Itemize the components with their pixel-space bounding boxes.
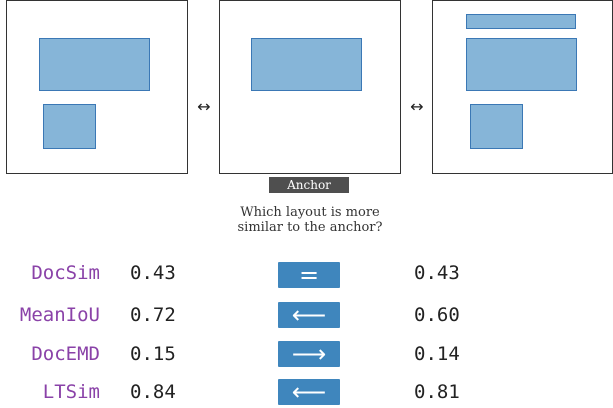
anchor-label: Anchor xyxy=(269,177,349,193)
layout-box xyxy=(43,104,96,149)
equal-icon: = xyxy=(278,262,340,288)
layout-right-panel xyxy=(432,0,613,174)
left-score: 0.43 xyxy=(130,262,176,284)
right-score: 0.60 xyxy=(414,304,460,326)
left-score: 0.72 xyxy=(130,304,176,326)
metric-name: MeanIoU xyxy=(19,304,100,326)
metric-name: DocEMD xyxy=(31,343,100,365)
arrow-left-icon: ⟵ xyxy=(278,302,340,328)
anchor-layout-panel xyxy=(219,0,401,174)
question-line: Which layout is more xyxy=(240,205,380,220)
right-score: 0.14 xyxy=(414,343,460,365)
layout-box xyxy=(466,38,577,91)
right-score: 0.81 xyxy=(414,381,460,403)
right-score: 0.43 xyxy=(414,262,460,284)
arrow-right-icon: ⟶ xyxy=(278,341,340,367)
left-score: 0.84 xyxy=(130,381,176,403)
swap-arrow-icon: ↔ xyxy=(197,97,211,116)
arrow-left-icon: ⟵ xyxy=(278,379,340,405)
layout-left-panel xyxy=(6,0,188,174)
layout-box xyxy=(39,38,150,91)
layout-box xyxy=(470,104,523,149)
question-line: similar to the anchor? xyxy=(237,220,383,235)
metric-name: LTSim xyxy=(42,381,100,403)
left-score: 0.15 xyxy=(130,343,176,365)
question-text: Which layout is more similar to the anch… xyxy=(200,205,420,235)
swap-arrow-icon: ↔ xyxy=(410,97,424,116)
layout-box xyxy=(466,14,576,29)
layout-box xyxy=(251,38,362,91)
metric-name: DocSim xyxy=(31,262,100,284)
